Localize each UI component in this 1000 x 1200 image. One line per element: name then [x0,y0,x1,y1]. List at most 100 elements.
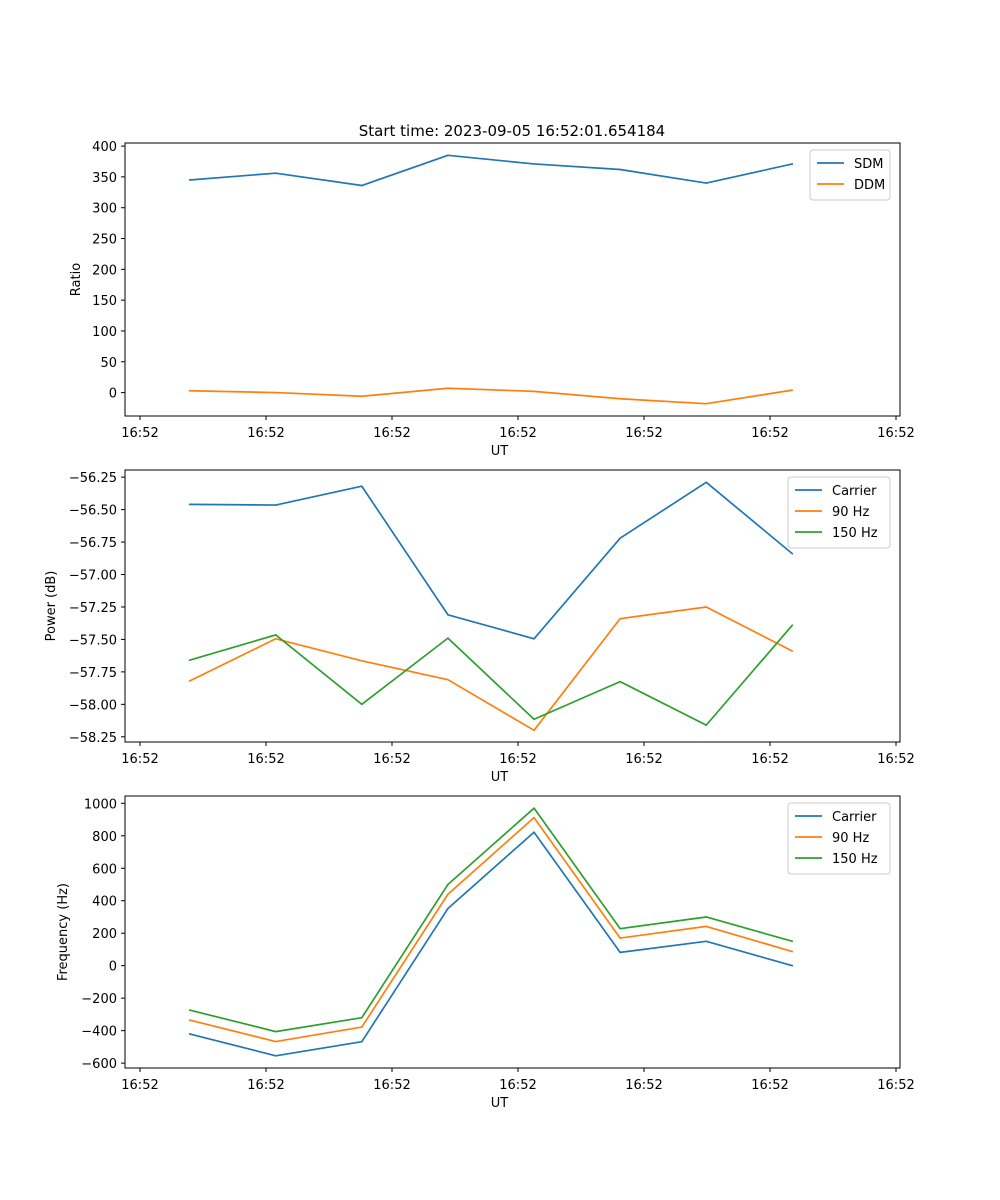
data-point [705,182,708,184]
x-tick-label: 16:52 [247,426,284,441]
y-tick-label: −200 [81,992,117,1007]
data-point [188,389,191,392]
x-tick-label: 16:52 [625,1078,662,1093]
data-point [447,893,449,896]
data-point [447,883,449,886]
x-tick-label: 16:52 [751,1078,788,1093]
data-point [447,637,449,639]
x-tick-label: 16:52 [121,752,158,767]
y-tick-label: 300 [92,202,117,217]
series-line-ddm [189,387,793,405]
y-tick-label: 200 [92,263,117,278]
data-point [274,634,277,636]
data-point [533,729,535,732]
series-line-90-hz [189,816,793,1043]
y-tick-label: 800 [92,830,117,845]
y-tick-label: −58.25 [69,731,117,746]
y-tick-label: 50 [100,356,117,371]
data-point [361,485,363,488]
x-axis-label: UT [491,770,509,785]
axes-frame [124,142,901,417]
x-tick-label: 16:52 [373,752,410,767]
data-point [619,397,621,400]
data-point [619,168,621,171]
data-point [188,503,191,506]
data-point [705,724,708,726]
x-tick-label: 16:52 [247,1078,284,1093]
data-point [619,937,621,939]
data-point [274,1030,277,1033]
legend-label: 150 Hz [832,526,878,541]
x-tick-label: 16:52 [877,1078,914,1093]
y-tick-label: 250 [92,233,117,248]
data-point [533,718,535,721]
x-tick-label: 16:52 [499,426,536,441]
data-point [361,184,363,187]
legend-label: 90 Hz [832,831,869,846]
data-point [619,927,621,930]
y-axis-label: Frequency (Hz) [56,883,71,981]
data-point [791,950,794,953]
data-point [274,391,277,394]
x-tick-label: 16:52 [373,1078,410,1093]
x-tick-label: 16:52 [751,426,788,441]
axes-frame [124,795,901,1069]
y-tick-label: 200 [92,927,117,942]
frequency-panel: 16:5216:5216:5216:5216:5216:5216:5216:53… [56,795,915,1111]
y-tick-label: −57.25 [69,601,117,616]
series-line-carrier [189,831,793,1057]
legend-box [787,802,891,875]
data-point [533,390,535,393]
data-point [188,659,191,662]
data-point [188,680,191,682]
y-tick-label: 400 [92,895,117,910]
series-line-carrier [189,481,793,640]
data-point [705,402,708,405]
data-point [533,637,535,640]
y-tick-label: −56.75 [69,536,117,551]
legend-label: SDM [854,157,883,172]
y-tick-label: 100 [92,325,117,340]
data-point [188,1009,191,1011]
series-line-150-hz [189,807,793,1033]
y-tick-label: 600 [92,862,117,877]
data-point [533,807,535,809]
data-point [791,650,794,652]
x-tick-label: 16:52 [373,426,410,441]
power-panel: 16:5216:5216:5216:5216:5216:5216:5216:53… [44,469,915,785]
y-tick-label: −56.50 [69,504,117,519]
data-point [361,1026,363,1028]
data-point [188,1033,191,1035]
x-tick-label: 16:52 [877,752,914,767]
y-tick-label: −57.75 [69,666,117,681]
data-point [619,951,621,954]
x-tick-label: 16:52 [121,426,158,441]
data-point [361,703,363,706]
legend-label: DDM [854,178,885,193]
data-point [447,154,449,157]
data-point [791,552,794,555]
data-point [619,537,621,539]
data-point [705,925,708,928]
data-point [619,680,621,683]
x-axis-label: UT [491,1096,509,1111]
y-tick-label: −600 [81,1057,117,1072]
data-point [619,617,621,620]
x-tick-label: 16:52 [499,752,536,767]
data-point [705,481,708,484]
data-point [447,678,449,681]
data-point [705,916,708,918]
figure-title: Start time: 2023-09-05 16:52:01.654184 [359,122,665,140]
y-tick-label: 1000 [84,797,117,812]
y-tick-label: −400 [81,1025,117,1040]
legend-box [787,476,891,549]
data-point [361,660,363,662]
y-tick-label: −56.25 [69,471,117,486]
data-point [791,163,794,165]
y-tick-label: −57.50 [69,633,117,648]
data-point [791,964,794,967]
x-tick-label: 16:52 [121,1078,158,1093]
data-point [705,940,708,943]
data-point [533,831,535,834]
